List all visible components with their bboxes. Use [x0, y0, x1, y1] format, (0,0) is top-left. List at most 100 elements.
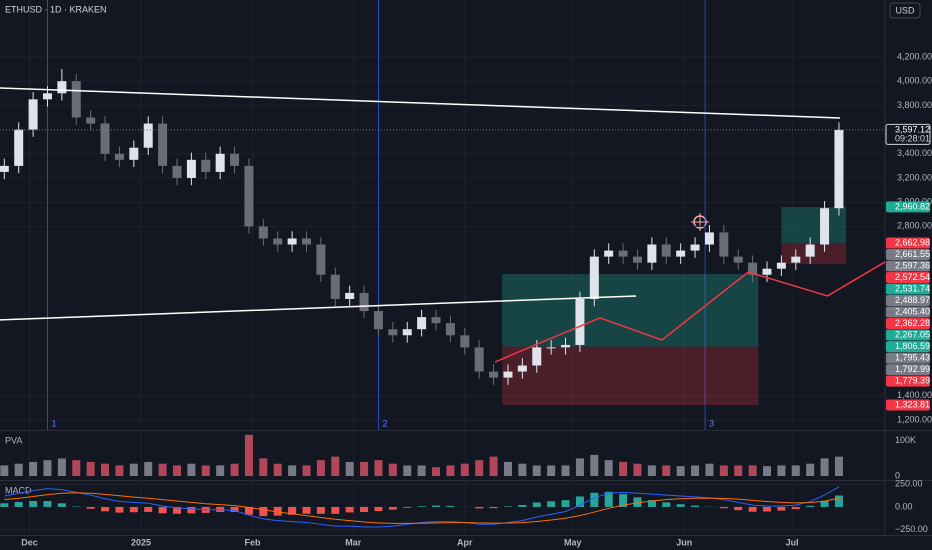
candle-body: [316, 244, 326, 275]
y-tick-label: 4,000.00: [897, 76, 932, 86]
volume-bar: [72, 460, 81, 476]
candle-body: [114, 153, 124, 160]
price-badge: [886, 283, 930, 295]
candle-body: [791, 256, 801, 263]
candle-body: [42, 93, 52, 100]
price-badge: [886, 294, 930, 306]
macd-histogram-bar: [791, 506, 800, 510]
macd-histogram-bar: [604, 491, 613, 507]
volume-bar: [777, 465, 786, 476]
macd-histogram-bar: [316, 506, 325, 514]
volume-bar: [676, 466, 685, 476]
volume-bar: [273, 463, 282, 476]
volume-bar: [763, 466, 771, 476]
price-badge: [885, 123, 931, 145]
price-badge-label: 2,572.54: [895, 272, 930, 282]
candle-body: [373, 311, 383, 330]
macd-histogram-bar: [763, 506, 771, 512]
symbol-title: ETHUSD · 1D · KRAKEN: [5, 4, 107, 14]
volume-bar: [201, 465, 210, 476]
candle-body: [704, 232, 714, 245]
candle-body: [143, 123, 153, 148]
macd-histogram-bar: [388, 506, 397, 510]
volume-bar: [86, 461, 95, 476]
y-tick-label: 4,200.00: [897, 51, 932, 61]
price-badge: [886, 248, 930, 260]
profit-zone: [502, 274, 759, 347]
volume-bar: [619, 461, 628, 476]
candle-body: [330, 274, 340, 299]
volume-tick-label: 0: [895, 470, 900, 480]
macd-histogram-bar: [719, 506, 728, 509]
x-tick-label: Apr: [457, 537, 473, 547]
macd-histogram-bar: [561, 500, 570, 507]
currency-label[interactable]: USD: [895, 5, 915, 15]
macd-histogram-bar: [619, 494, 628, 507]
macd-histogram-bar: [489, 506, 498, 509]
volume-bar: [259, 458, 268, 476]
macd-histogram-bar: [331, 506, 340, 514]
macd-histogram-bar: [676, 504, 685, 507]
macd-histogram-bar: [345, 506, 354, 513]
volume-bar: [288, 465, 297, 476]
candle-body: [690, 244, 700, 251]
macd-histogram-bar: [158, 506, 167, 514]
macd-histogram-bar: [129, 506, 138, 513]
macd-histogram-bar: [101, 506, 110, 512]
candle-body: [834, 129, 844, 209]
candle-body: [402, 329, 412, 336]
macd-histogram-bar: [446, 505, 455, 507]
y-tick-label: 1,400.00: [897, 390, 932, 400]
volume-bar: [547, 465, 556, 476]
candle-body: [661, 244, 671, 257]
y-tick-label: 2,800.00: [897, 221, 932, 231]
macd-histogram-bar: [575, 496, 584, 507]
candle-body: [359, 292, 369, 312]
macd-histogram-bar: [662, 502, 671, 507]
volume-bar: [374, 460, 383, 476]
volume-bar: [518, 463, 527, 476]
volume-bar: [575, 458, 584, 476]
candle-body: [302, 238, 312, 245]
price-badge: [886, 364, 930, 376]
macd-histogram-bar: [259, 506, 268, 517]
candle-body: [532, 347, 542, 366]
macd-histogram-bar: [273, 506, 282, 516]
volume-bar: [590, 454, 599, 476]
macd-histogram-bar: [503, 506, 512, 507]
volume-bar: [604, 460, 613, 476]
macd-histogram-bar: [547, 501, 556, 507]
price-badge-label: 1,792.99: [895, 364, 930, 374]
volume-bar: [101, 463, 110, 476]
candle-body: [71, 81, 81, 118]
price-badge: [886, 260, 930, 272]
macd-histogram-bar: [187, 506, 196, 514]
candle-body: [517, 365, 527, 372]
currency-button[interactable]: [889, 2, 921, 19]
price-badge: [886, 237, 930, 249]
volume-bar: [29, 461, 38, 476]
macd-histogram-bar: [360, 506, 369, 512]
candle-body: [676, 250, 686, 257]
price-badge-label: 2,960.82: [895, 201, 930, 211]
trendline: [494, 261, 886, 363]
volume-bar: [187, 463, 196, 476]
price-badge-label: 2,531.74: [895, 283, 930, 293]
macd-histogram-bar: [748, 506, 757, 512]
volume-bar: [360, 461, 369, 476]
volume-bar: [57, 458, 66, 476]
macd-histogram-bar: [14, 501, 23, 507]
x-tick-label: Dec: [21, 537, 38, 547]
candle-body: [431, 317, 441, 324]
volume-bar: [331, 456, 340, 476]
volume-bar: [144, 461, 153, 476]
candle-body: [445, 323, 455, 336]
price-badge-label: 3,597.12: [895, 124, 930, 134]
price-badge: [886, 329, 930, 341]
macd-histogram-bar: [173, 506, 181, 514]
candle-body: [460, 335, 470, 348]
candle-body: [57, 81, 67, 94]
macd-histogram-bar: [532, 502, 541, 507]
candle-body: [820, 208, 830, 245]
volume-bar: [316, 460, 325, 476]
